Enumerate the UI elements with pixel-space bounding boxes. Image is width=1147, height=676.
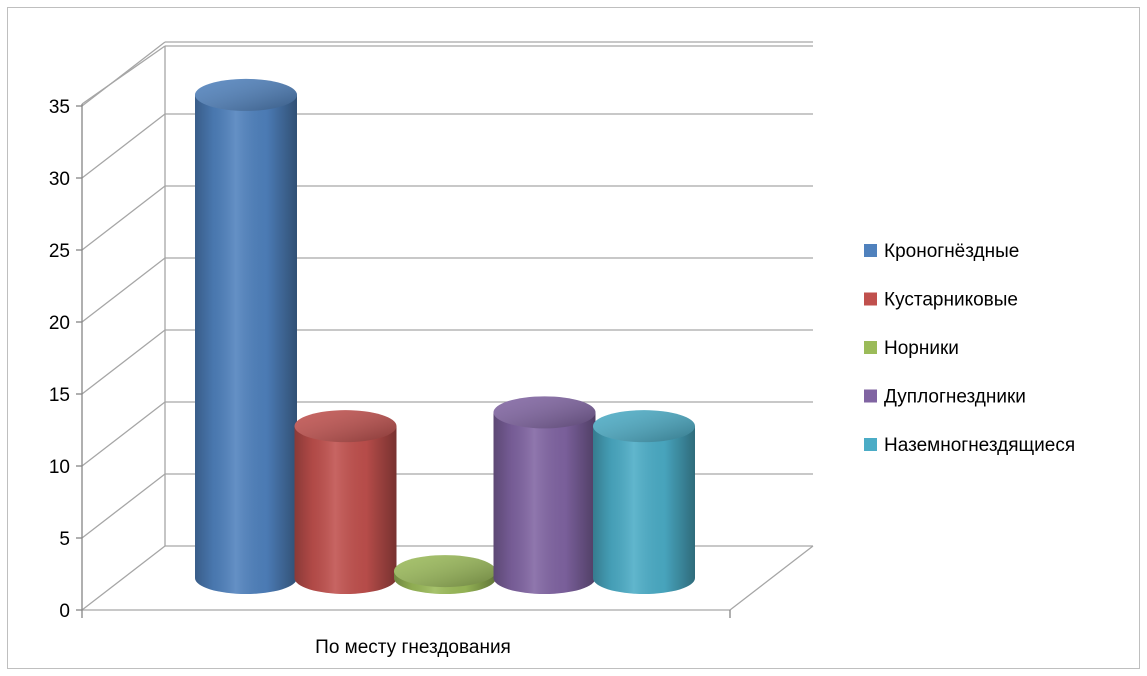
legend-item: Дуплогнездники — [864, 387, 1026, 408]
gridline-side — [81, 473, 166, 539]
legend-label: Кроногнёздные — [884, 241, 1019, 262]
legend: Кроногнёздные Кустарниковые Норники Дуплогн… — [864, 241, 1075, 456]
bar — [593, 410, 695, 594]
y-tick-label: 5 — [59, 529, 70, 550]
bar-shade — [294, 426, 397, 594]
y-tick-label: 30 — [49, 169, 70, 190]
legend-swatch — [864, 244, 877, 257]
gridline-side — [81, 401, 166, 467]
legend-label: Дуплогнездники — [884, 387, 1026, 408]
y-tick-label: 20 — [49, 313, 70, 334]
y-tick-label: 35 — [49, 97, 70, 118]
y-tick-label: 0 — [59, 601, 70, 622]
legend-label: Наземногнездящиеся — [884, 435, 1075, 456]
bar-top-shade — [195, 78, 297, 111]
y-tick-labels: 0 5 10 15 20 25 30 35 — [49, 97, 70, 622]
bar — [294, 410, 397, 594]
legend-item: Кустарниковые — [864, 290, 1018, 311]
legend-item: Кроногнёздные — [864, 241, 1019, 262]
x-category-label: По месту гнездования — [315, 637, 511, 658]
bar-top-shade — [394, 555, 496, 588]
x-category-labels: По месту гнездования — [315, 637, 511, 658]
gridline-side — [81, 113, 166, 179]
gridline-side — [81, 45, 166, 105]
bar-top-shade — [593, 410, 695, 443]
bar-top-shade — [493, 396, 596, 429]
legend-label: Норники — [884, 338, 959, 359]
legend-swatch — [864, 341, 877, 354]
bar — [394, 555, 496, 594]
legend-label: Кустарниковые — [884, 290, 1018, 311]
gridline-side — [81, 41, 166, 107]
bar-shade — [493, 412, 596, 594]
y-tick-label: 15 — [49, 385, 70, 406]
legend-swatch — [864, 389, 877, 403]
gridline-side — [81, 545, 166, 611]
bar-shade — [195, 94, 297, 594]
legend-swatch — [864, 438, 877, 451]
gridline-side — [81, 257, 166, 323]
bar-shade — [593, 426, 695, 594]
axes — [76, 46, 731, 618]
gridline-side — [81, 329, 166, 395]
bars — [195, 78, 695, 594]
gridline-side — [81, 185, 166, 251]
y-tick-label: 10 — [49, 457, 70, 478]
legend-item: Наземногнездящиеся — [864, 435, 1075, 456]
y-tick-label: 25 — [49, 241, 70, 262]
legend-swatch — [864, 292, 877, 306]
bar — [195, 78, 297, 594]
bar — [493, 396, 596, 594]
gridlines — [81, 41, 813, 611]
bar-top-shade — [294, 410, 397, 443]
legend-item: Норники — [864, 338, 959, 359]
